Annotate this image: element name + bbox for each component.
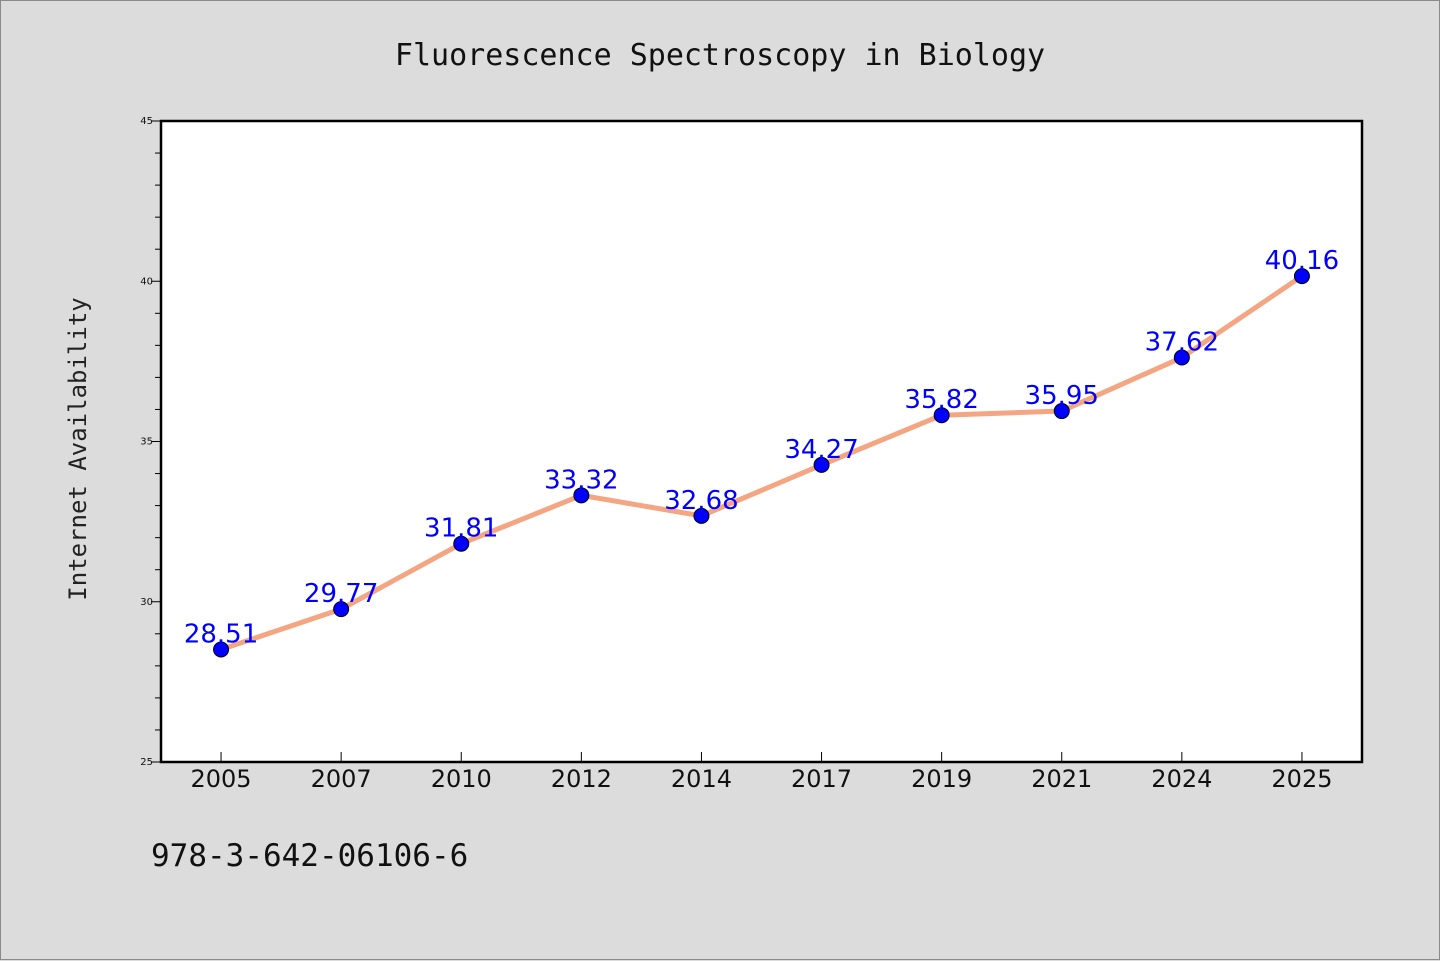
data-label: 40.16 — [1265, 246, 1339, 276]
x-tick-label: 2019 — [911, 765, 972, 793]
y-axis-label: Internet Availability — [64, 297, 92, 600]
data-point — [333, 601, 350, 618]
x-tick-label: 2005 — [191, 765, 252, 793]
chart-title: Fluorescence Spectroscopy in Biology — [395, 38, 1045, 73]
x-tick-label: 2007 — [311, 765, 372, 793]
x-tick-label: 2021 — [1031, 765, 1092, 793]
data-point — [453, 535, 470, 552]
data-point — [1053, 403, 1070, 420]
x-tick-label: 2010 — [431, 765, 492, 793]
y-minor-ticks — [155, 152, 161, 731]
x-tick-label: 2017 — [791, 765, 852, 793]
data-point — [213, 641, 230, 658]
y-axis-ticks: 25 30 35 40 45 — [140, 116, 161, 768]
y-tick-label: 40 — [140, 276, 153, 287]
data-label: 35.95 — [1025, 381, 1099, 411]
data-label: 32.68 — [664, 486, 738, 516]
data-point — [1173, 349, 1190, 366]
data-label: 29.77 — [304, 579, 378, 609]
y-tick-label: 30 — [140, 597, 153, 608]
y-tick-label: 25 — [140, 757, 153, 768]
plot-area — [159, 119, 1364, 764]
data-label: 34.27 — [784, 435, 858, 465]
data-label: 33.32 — [544, 465, 618, 495]
x-tick-label: 2024 — [1151, 765, 1212, 793]
data-label: 35.82 — [904, 385, 978, 415]
x-tick-label: 2025 — [1271, 765, 1332, 793]
data-label: 37.62 — [1145, 328, 1219, 358]
data-point — [693, 507, 710, 524]
data-label: 31.81 — [424, 514, 498, 544]
y-tick-label: 45 — [140, 116, 153, 127]
data-labels: 28.51 29.77 31.81 33.32 32.68 34.27 35.82 35.95… — [184, 246, 1339, 649]
x-tick-label: 2014 — [671, 765, 732, 793]
series-line — [218, 273, 1305, 653]
data-point — [573, 487, 590, 504]
isbn-caption: 978-3-642-06106-6 — [151, 838, 468, 874]
data-point — [813, 456, 830, 473]
x-tick-label: 2012 — [551, 765, 612, 793]
x-axis-ticks: 2005 2007 2010 2012 2014 2017 2019 2021 2024 2025 — [191, 752, 1332, 793]
series-markers — [213, 268, 1310, 658]
data-point — [1293, 268, 1310, 285]
data-point — [933, 407, 950, 424]
y-tick-label: 35 — [140, 437, 153, 448]
data-label: 28.51 — [184, 620, 258, 650]
